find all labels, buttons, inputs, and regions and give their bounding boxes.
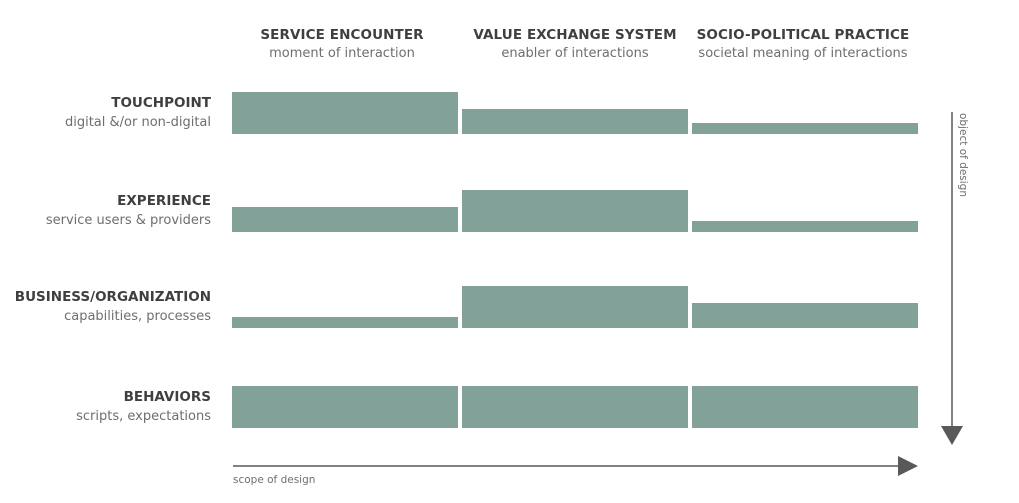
column-title: SERVICE ENCOUNTER: [260, 27, 424, 43]
row-header-touchpoint: TOUCHPOINT digital &/or non-digital: [0, 95, 211, 130]
column-header-value-exchange-system: VALUE EXCHANGE SYSTEM enabler of interac…: [460, 27, 690, 61]
row-subtitle: digital &/or non-digital: [64, 115, 211, 130]
bar-row2-col2: [692, 303, 918, 328]
row-title: TOUCHPOINT: [111, 95, 211, 111]
bar-row2-col0: [232, 317, 458, 328]
row-header-behaviors: BEHAVIORS scripts, expectations: [0, 389, 211, 424]
y-axis-label: object of design: [957, 113, 969, 197]
row-subtitle: service users & providers: [45, 213, 211, 228]
column-subtitle: societal meaning of interactions: [698, 46, 908, 61]
row-title: BUSINESS/ORGANIZATION: [14, 289, 211, 305]
y-axis-arrowhead: [941, 426, 963, 445]
bar-row3-col2: [692, 386, 918, 428]
bar-row2-col1: [462, 286, 688, 328]
column-subtitle: enabler of interactions: [501, 46, 649, 61]
bar-row0-col1: [462, 109, 688, 134]
x-axis-label: scope of design: [233, 474, 316, 486]
bar-row1-col2: [692, 221, 918, 232]
column-title: VALUE EXCHANGE SYSTEM: [473, 27, 677, 43]
row-subtitle: scripts, expectations: [76, 409, 211, 424]
column-title: SOCIO-POLITICAL PRACTICE: [696, 27, 910, 43]
row-subtitle: capabilities, processes: [64, 309, 211, 324]
x-axis-arrowhead: [898, 456, 918, 476]
bar-row1-col0: [232, 207, 458, 232]
column-subtitle: moment of interaction: [269, 46, 415, 61]
row-title: EXPERIENCE: [117, 193, 211, 209]
bar-row3-col0: [232, 386, 458, 428]
bar-row1-col1: [462, 190, 688, 232]
bar-row3-col1: [462, 386, 688, 428]
column-header-socio-political-practice: SOCIO-POLITICAL PRACTICE societal meanin…: [688, 27, 918, 61]
row-header-business-organization: BUSINESS/ORGANIZATION capabilities, proc…: [0, 289, 211, 324]
bar-row0-col0: [232, 92, 458, 134]
row-header-experience: EXPERIENCE service users & providers: [0, 193, 211, 228]
row-title: BEHAVIORS: [123, 389, 211, 405]
bar-row0-col2: [692, 123, 918, 134]
column-header-service-encounter: SERVICE ENCOUNTER moment of interaction: [227, 27, 457, 61]
